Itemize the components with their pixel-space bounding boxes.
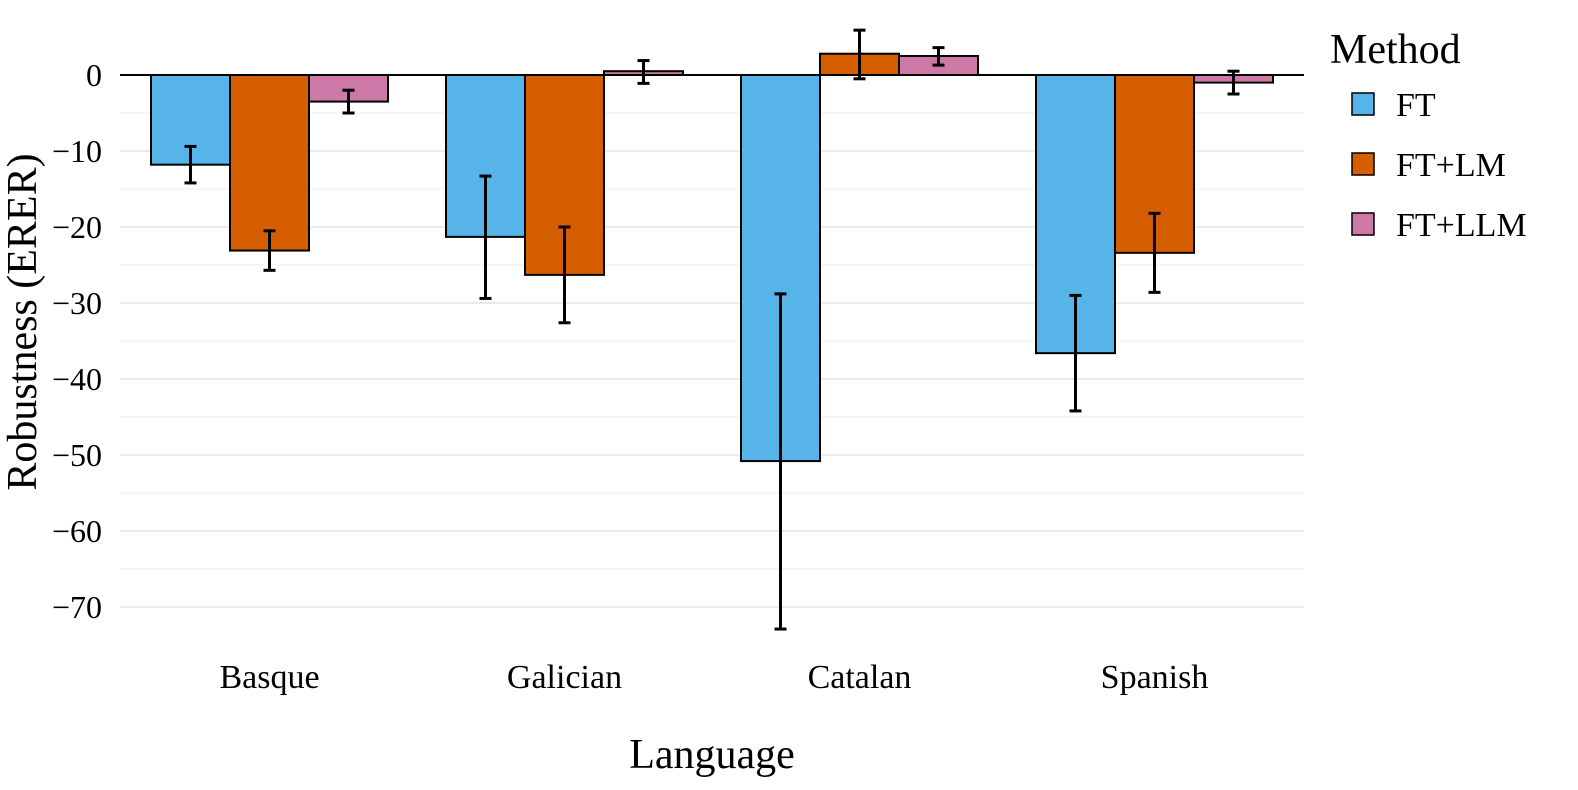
error-bar (1227, 69, 1240, 96)
error-bars (184, 28, 1240, 631)
error-bar (184, 144, 197, 185)
x-axis-ticks: Basque Galician Catalan Spanish (219, 659, 1208, 696)
y-tick-label: 0 (86, 57, 102, 93)
legend-title: Method (1330, 27, 1461, 73)
error-bar (263, 229, 276, 272)
y-tick-label: −60 (52, 513, 102, 549)
x-tick-label: Basque (219, 659, 319, 696)
y-axis-ticks: 0 −10 −20 −30 −40 −50 −60 −70 (52, 57, 102, 625)
error-bar (1148, 211, 1161, 294)
legend-label: FT+LLM (1396, 207, 1527, 244)
legend-label: FT (1396, 87, 1436, 124)
legend-swatch-ft-llm (1351, 212, 1375, 236)
y-tick-label: −10 (52, 133, 102, 169)
legend-label: FT+LM (1396, 147, 1506, 184)
y-tick-label: −70 (52, 589, 102, 625)
bar-ft-lm-basque (229, 74, 310, 252)
bars (150, 52, 1274, 463)
error-bar (637, 59, 650, 85)
y-tick-label: −50 (52, 437, 102, 473)
error-bar (479, 174, 492, 300)
legend: Method FT FT+LM FT+LLM (1330, 27, 1527, 244)
error-bar (558, 225, 571, 325)
y-tick-label: −30 (52, 285, 102, 321)
error-bar (342, 88, 355, 115)
error-bar (932, 46, 945, 67)
legend-swatch-ft-lm (1351, 152, 1375, 176)
error-bar (774, 292, 787, 631)
y-tick-label: −40 (52, 361, 102, 397)
y-tick-label: −20 (52, 209, 102, 245)
gridlines (120, 112, 1304, 608)
x-axis-title: Language (629, 732, 795, 778)
error-bar (853, 28, 866, 81)
y-axis-title: Robustness (ERER) (0, 153, 46, 490)
x-tick-label: Spanish (1101, 659, 1209, 696)
legend-swatch-ft (1351, 92, 1375, 116)
error-bar (1069, 293, 1082, 413)
x-tick-label: Galician (507, 659, 622, 696)
x-tick-label: Catalan (808, 659, 912, 696)
